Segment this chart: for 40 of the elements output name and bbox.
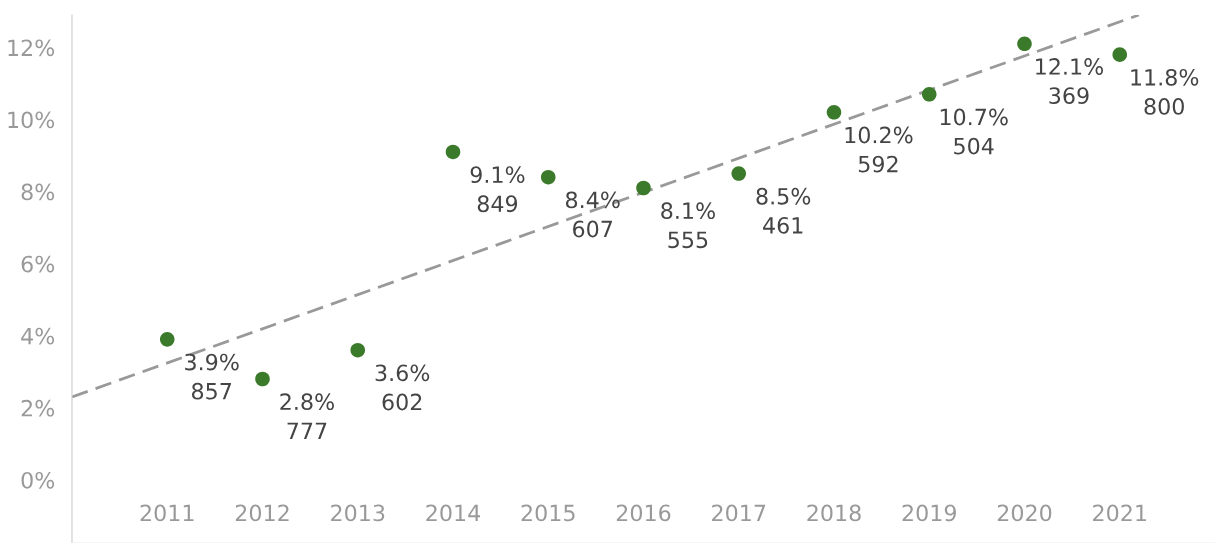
y-tick-label: 2% [21,399,55,417]
data-label: 8.5% 461 [756,187,811,234]
point [636,180,651,196]
point [350,342,366,358]
data-label: 8.1% 555 [661,202,715,249]
point [255,371,270,387]
data-label: 2.8% 777 [280,393,334,439]
x-tick-label: 2016 [616,504,671,522]
x-tick-label: 2019 [902,504,956,522]
y-tick-label: 8% [21,183,55,201]
data-label: 10.7% 504 [940,108,1008,155]
y-tick-label: 6% [21,255,55,273]
y-tick-label: 10% [8,111,55,129]
point [921,87,937,102]
point [1112,47,1128,62]
x-tick-label: 2017 [712,504,766,522]
y-tick-label: 12% [8,39,55,57]
point [159,332,175,347]
x-tick-label: 2011 [140,504,194,522]
y-tick-label: 4% [21,327,55,345]
x-tick-label: 2014 [426,504,481,522]
data-label: 3.9% 857 [185,353,239,400]
data-label: 8.4% 607 [565,191,620,238]
x-tick-label: 2021 [1093,504,1146,522]
data-label: 11.8% 800 [1131,68,1199,115]
x-tick-label: 2020 [997,504,1052,522]
data-label: 10.2% 592 [845,126,913,173]
data-label: 9.1% 849 [470,166,525,213]
x-tick-label: 2015 [521,504,575,522]
data-label: 3.6% 602 [375,364,430,411]
point [445,144,461,160]
point [1017,36,1032,52]
y-tick-label: 0% [21,471,55,489]
point [731,166,747,181]
point [826,105,842,120]
data-label: 12.1% 369 [1036,58,1104,105]
x-tick-label: 2012 [235,504,289,522]
point [540,169,556,185]
x-tick-label: 2013 [331,504,385,522]
x-tick-label: 2018 [807,504,861,522]
